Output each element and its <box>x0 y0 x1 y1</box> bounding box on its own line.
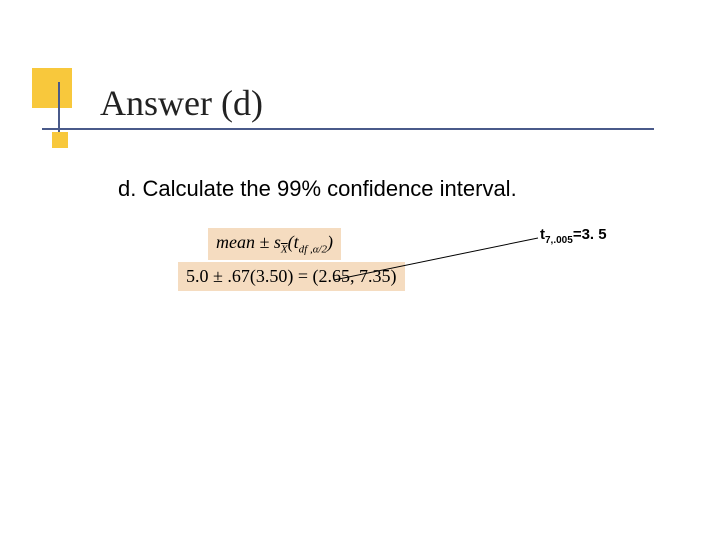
pointer-line <box>0 0 720 540</box>
